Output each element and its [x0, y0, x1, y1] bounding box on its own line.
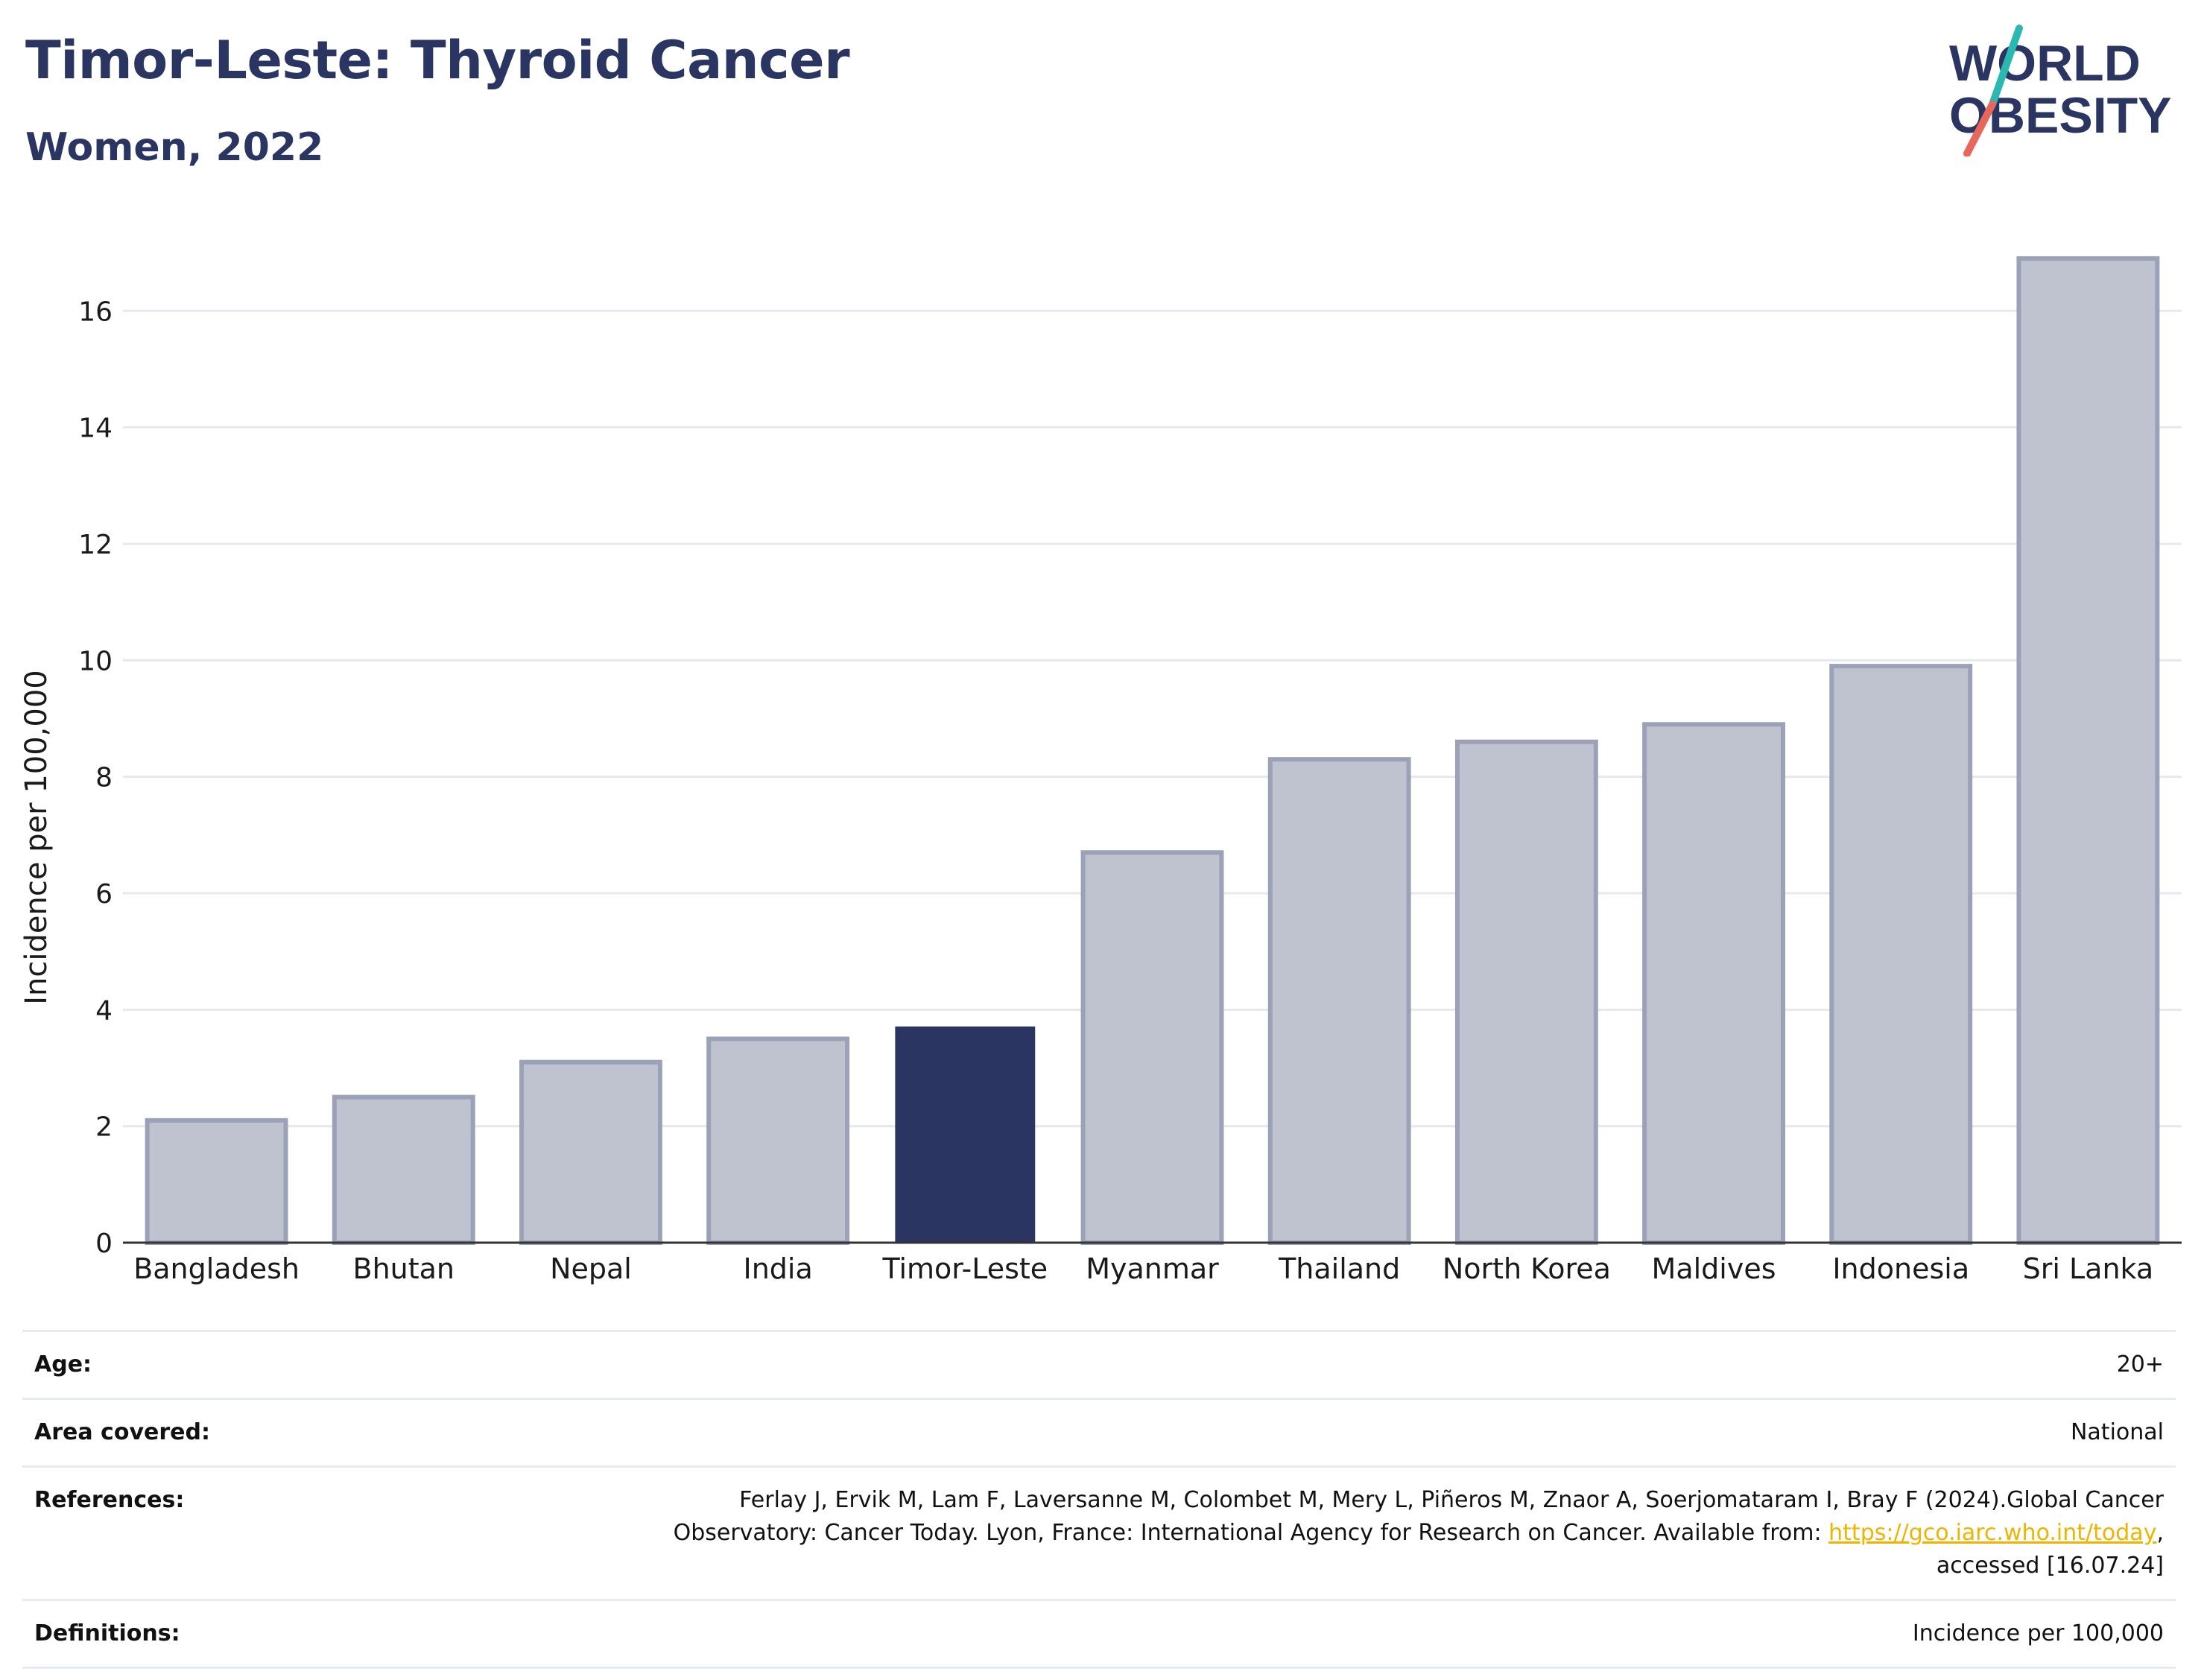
- x-tick-label: Thailand: [1278, 1252, 1400, 1285]
- y-tick-label: 10: [78, 646, 113, 676]
- y-tick-label: 0: [95, 1229, 113, 1259]
- y-tick-label: 14: [78, 413, 113, 444]
- info-row-references: References: Ferlay J, Ervik M, Lam F, La…: [22, 1466, 2176, 1600]
- x-tick-label: Bangladesh: [133, 1252, 300, 1285]
- age-value: 20+: [2116, 1351, 2164, 1378]
- chart-title: Timor-Leste: Thyroid Cancer: [25, 30, 850, 91]
- x-tick-label: North Korea: [1443, 1252, 1611, 1285]
- definitions-label: Definitions:: [34, 1620, 180, 1646]
- y-tick-label: 2: [95, 1112, 113, 1143]
- logo-slash-bottom: [1963, 101, 1996, 156]
- y-axis-title: Incidence per 100,000: [19, 670, 54, 1005]
- y-tick-label: 16: [78, 297, 113, 327]
- world-obesity-logo: WORLD OBESITY: [1949, 25, 2172, 156]
- bar-thailand: [1267, 757, 1411, 1245]
- x-tick-label: Sri Lanka: [2023, 1252, 2154, 1285]
- y-tick-label: 4: [95, 995, 113, 1026]
- chart-subtitle: Women, 2022: [25, 125, 324, 170]
- y-tick-label: 6: [95, 879, 113, 910]
- x-tick-label: Indonesia: [1832, 1252, 1969, 1285]
- references-line3: accessed [16.07.24]: [1936, 1553, 2164, 1579]
- x-tick-labels: Bangladesh Bhutan Nepal India Timor-Leste Mya…: [133, 1252, 2153, 1285]
- logo-line1: WORLD: [1949, 35, 2141, 92]
- bar-bangladesh: [145, 1118, 288, 1245]
- references-line2-text: Observatory: Cancer Today. Lyon, France:…: [673, 1520, 1829, 1546]
- info-table: Age: 20+ Area covered: National Referenc…: [22, 1330, 2176, 1669]
- definitions-value: Incidence per 100,000: [1912, 1620, 2164, 1646]
- x-tick-label: Nepal: [550, 1252, 632, 1285]
- bar-maldives: [1642, 722, 1785, 1245]
- bar-indonesia: [1829, 664, 1973, 1245]
- x-tick-label: Bhutan: [353, 1252, 455, 1285]
- x-tick-label: Myanmar: [1086, 1252, 1219, 1285]
- references-label: References:: [34, 1487, 185, 1513]
- bar-timor-leste: [895, 1026, 1036, 1244]
- references-line1: Ferlay J, Ervik M, Lam F, Laversanne M, …: [739, 1487, 2164, 1513]
- bar-sri-lanka: [2016, 256, 2160, 1246]
- bar-india: [706, 1036, 850, 1246]
- area-value: National: [2070, 1419, 2164, 1445]
- bar-north-korea: [1454, 739, 1598, 1245]
- info-row-area: Area covered: National: [22, 1398, 2176, 1467]
- y-tick-label: 8: [95, 763, 113, 793]
- y-tick-label: 12: [78, 530, 113, 560]
- bar-myanmar: [1080, 850, 1224, 1246]
- y-tick-labels: 0 2 4 6 8 10 12 14 16: [78, 297, 113, 1259]
- x-tick-label: Maldives: [1652, 1252, 1776, 1285]
- references-line2-after: ,: [2156, 1520, 2164, 1546]
- references-value: Ferlay J, Ervik M, Lam F, Laversanne M, …: [493, 1467, 2176, 1600]
- bars: [145, 256, 2160, 1246]
- age-label: Age:: [34, 1351, 92, 1378]
- references-link[interactable]: https://gco.iarc.who.int/today: [1828, 1520, 2157, 1546]
- bar-chart: 0 2 4 6 8 10 12 14 16 Bangladesh Bhutan Nepal India…: [19, 256, 2182, 1285]
- bar-nepal: [519, 1059, 662, 1245]
- logo-slash-top: [1989, 25, 2023, 108]
- x-tick-label: India: [744, 1252, 813, 1285]
- area-label: Area covered:: [34, 1419, 210, 1445]
- info-row-age: Age: 20+: [22, 1331, 2176, 1399]
- info-row-definitions: Definitions: Incidence per 100,000: [22, 1600, 2176, 1668]
- x-tick-label: Timor-Leste: [881, 1252, 1048, 1285]
- bar-bhutan: [332, 1094, 475, 1245]
